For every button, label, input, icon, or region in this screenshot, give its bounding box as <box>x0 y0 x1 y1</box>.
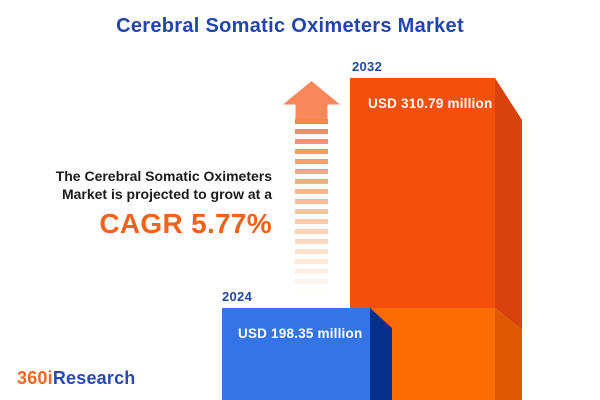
bar-label-2032: 2032 <box>352 59 383 74</box>
bar-2024-side <box>370 308 392 400</box>
bar-2032-side-lower <box>495 308 522 400</box>
chart-title: Cerebral Somatic Oximeters Market <box>116 15 464 37</box>
bar-2024-front <box>222 308 370 400</box>
bar-2032-front-upper <box>350 78 495 308</box>
growth-arrow-shaft <box>295 119 328 301</box>
bar-value-2024: USD 198.35 million <box>238 326 363 341</box>
bar-2032-side-upper <box>495 78 522 330</box>
cagr-value: CAGR 5.77% <box>99 208 272 239</box>
annotation-line-2: Market is projected to grow at a <box>61 186 272 202</box>
brand-logo: 360iResearch <box>17 368 136 389</box>
brand-logo-research: Research <box>52 368 136 388</box>
bar-value-2032: USD 310.79 million <box>368 96 493 111</box>
bar-label-2024: 2024 <box>222 289 253 304</box>
growth-annotation: The Cerebral Somatic Oximeters Market is… <box>20 167 272 240</box>
brand-logo-360i: 360i <box>17 368 53 388</box>
annotation-line-1: The Cerebral Somatic Oximeters <box>55 168 272 184</box>
